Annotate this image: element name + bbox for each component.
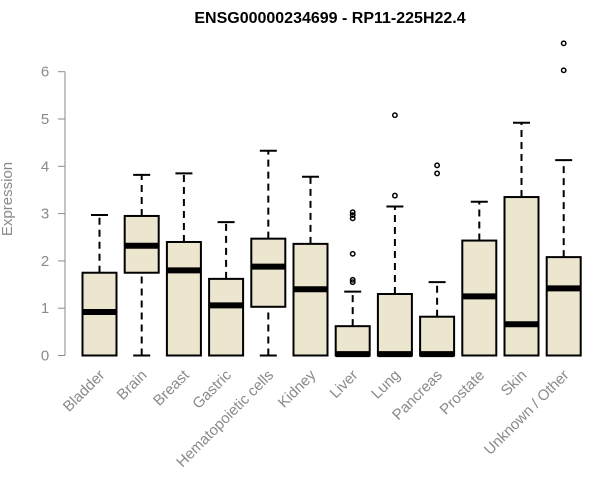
box-prostate — [461, 200, 498, 357]
y-tick-label: 1 — [41, 300, 49, 317]
iqr-box — [376, 293, 413, 357]
box-bladder — [81, 214, 118, 357]
outlier-point — [434, 170, 441, 177]
iqr-box — [165, 240, 202, 357]
outlier-point — [349, 215, 356, 222]
x-tick-label: Brain — [114, 367, 151, 404]
y-tick-label: 4 — [41, 158, 49, 175]
outlier-point — [391, 112, 398, 119]
iqr-box — [250, 237, 287, 308]
box-breast — [165, 172, 202, 357]
y-axis: 0 1 2 3 4 5 6 — [41, 64, 66, 365]
y-tick-label: 0 — [41, 348, 49, 365]
iqr-box — [419, 315, 456, 357]
y-tick-label: 6 — [41, 64, 49, 81]
chart-title: ENSG00000234699 - RP11-225H22.4 — [194, 10, 465, 27]
box-gastric — [208, 221, 245, 357]
outlier-point — [560, 67, 567, 74]
outlier-point — [349, 209, 356, 216]
iqr-box — [334, 325, 371, 357]
box-kidney — [292, 175, 329, 357]
iqr-box — [503, 196, 540, 357]
y-tick-label: 5 — [41, 111, 49, 128]
box-liver — [334, 209, 371, 358]
y-tick-label: 2 — [41, 253, 49, 270]
x-tick-label: Lung — [368, 367, 404, 403]
y-axis-title: Expression — [0, 162, 16, 236]
x-tick-label: Kidney — [275, 366, 320, 411]
outlier-point — [349, 276, 356, 283]
box-hematopoietic-cells — [250, 149, 287, 357]
iqr-box — [545, 256, 582, 357]
box-lung — [376, 112, 413, 358]
outlier-point — [434, 162, 441, 169]
iqr-box — [208, 277, 245, 357]
box-brain — [123, 173, 160, 357]
outlier-point — [349, 212, 356, 218]
y-tick-label: 3 — [41, 206, 49, 223]
box-pancreas — [419, 162, 456, 358]
outlier-point — [349, 279, 356, 286]
x-tick-label: Skin — [498, 367, 531, 400]
x-tick-label: Liver — [327, 367, 362, 402]
outlier-point — [349, 250, 356, 257]
outlier-point — [560, 40, 567, 47]
iqr-box — [292, 242, 329, 357]
x-tick-label: Prostate — [437, 367, 489, 419]
outlier-point — [391, 192, 398, 199]
x-tick-label: Breast — [150, 366, 193, 409]
x-tick-label: Bladder — [60, 367, 109, 416]
box-unknown-other — [545, 40, 582, 357]
box-skin — [503, 121, 540, 357]
boxes-group — [81, 40, 582, 358]
